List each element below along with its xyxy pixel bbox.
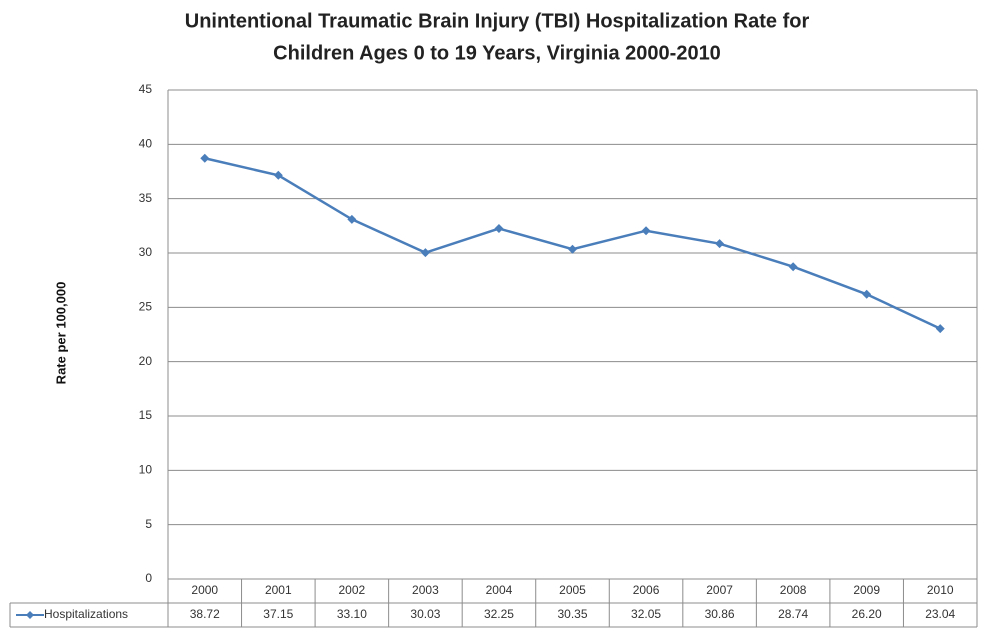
series-marker	[935, 324, 945, 334]
y-tick-label: 45	[139, 82, 153, 96]
y-tick-label: 30	[139, 245, 153, 259]
series-marker	[715, 239, 725, 249]
series-line	[204, 157, 941, 330]
series-marker	[200, 153, 210, 163]
legend-label: Hospitalizations	[44, 607, 128, 621]
y-tick-label: 25	[139, 300, 153, 314]
table-value: 30.35	[557, 607, 587, 621]
y-tick-label: 15	[139, 408, 153, 422]
x-tick-label: 2007	[706, 583, 733, 597]
series-marker	[568, 244, 577, 254]
series-marker	[420, 248, 430, 258]
x-tick-label: 2000	[191, 583, 218, 597]
series-marker	[788, 262, 798, 272]
table-value: 38.72	[190, 607, 220, 621]
series-marker	[862, 289, 872, 299]
y-tick-label: 10	[139, 463, 153, 477]
table-value: 23.04	[925, 607, 955, 621]
chart-title: Children Ages 0 to 19 Years, Virginia 20…	[273, 42, 721, 64]
legend-marker	[26, 611, 34, 619]
x-tick-label: 2008	[780, 583, 807, 597]
series-marker	[494, 224, 504, 234]
x-tick-label: 2006	[633, 583, 660, 597]
y-axis-label: Rate per 100,000	[53, 282, 68, 385]
series-marker	[347, 214, 357, 224]
series-marker	[641, 226, 651, 236]
x-tick-label: 2003	[412, 583, 439, 597]
x-tick-label: 2005	[559, 583, 586, 597]
table-value: 28.74	[778, 607, 808, 621]
x-tick-label: 2004	[486, 583, 513, 597]
table-value: 30.86	[705, 607, 735, 621]
y-tick-label: 40	[139, 137, 153, 151]
series-marker	[273, 170, 283, 180]
table-value: 30.03	[410, 607, 440, 621]
x-tick-label: 2002	[339, 583, 366, 597]
x-tick-label: 2010	[927, 583, 954, 597]
table-value: 37.15	[263, 607, 293, 621]
table-value: 32.05	[631, 607, 661, 621]
y-tick-label: 0	[145, 571, 152, 585]
y-tick-label: 35	[139, 191, 153, 205]
x-tick-label: 2001	[265, 583, 292, 597]
y-tick-label: 5	[145, 517, 152, 531]
chart-title: Unintentional Traumatic Brain Injury (TB…	[185, 10, 810, 32]
table-value: 33.10	[337, 607, 367, 621]
x-tick-label: 2009	[853, 583, 880, 597]
table-value: 32.25	[484, 607, 514, 621]
table-value: 26.20	[852, 607, 882, 621]
y-tick-label: 20	[139, 354, 153, 368]
